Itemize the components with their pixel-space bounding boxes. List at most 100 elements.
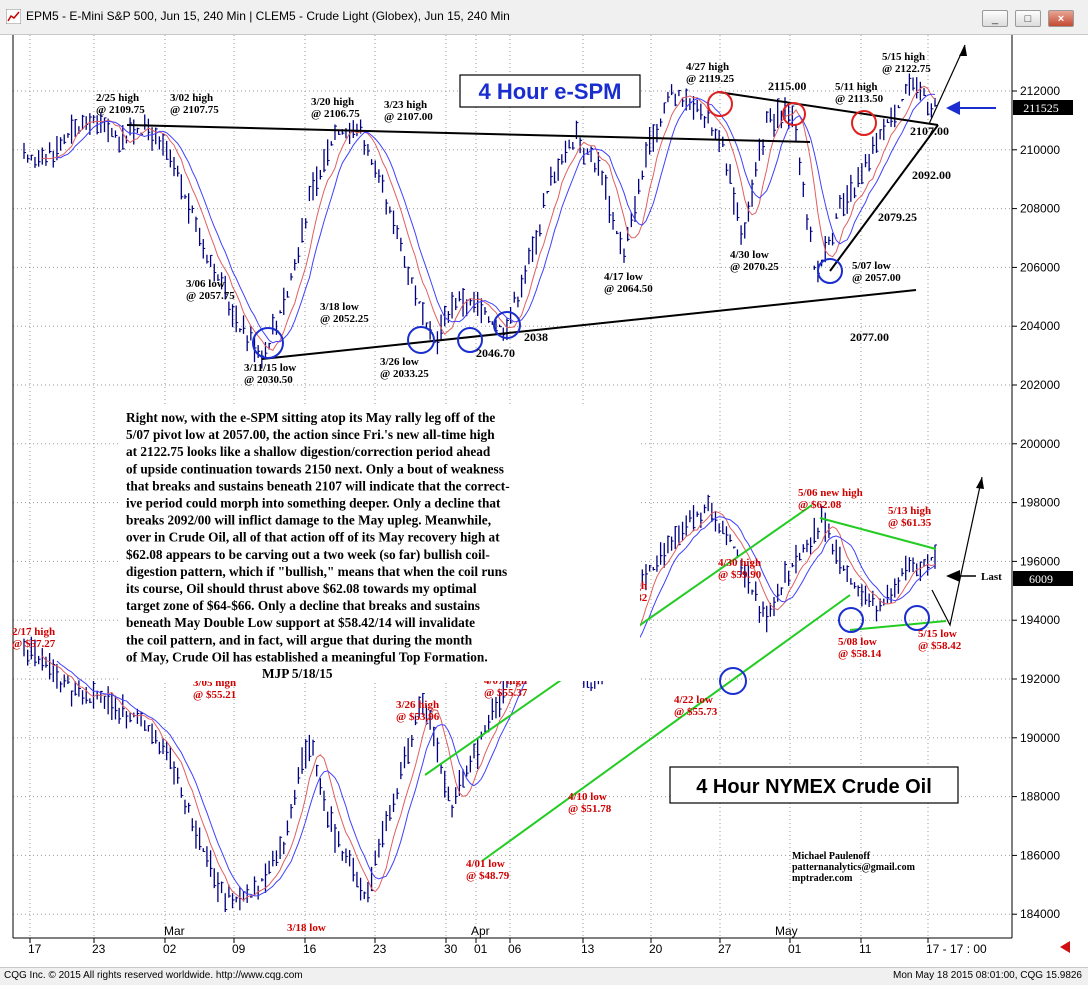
chart-area[interactable]: 212000 210000 208000 206000 204000 202000 2000… <box>0 35 1088 967</box>
spm-upper-triangle-line <box>717 91 939 126</box>
commentary-line: that breaks and sustains beneath 2107 wi… <box>126 478 510 493</box>
crude-last-price-box <box>1013 571 1073 586</box>
crude-annotation-value: @ $62.08 <box>798 499 842 511</box>
spm-last-price: 211525 <box>1023 101 1059 115</box>
pivot-circle-3-26-low <box>407 326 435 354</box>
spm-annotation-value: @ 2070.25 <box>730 261 779 273</box>
crude-annotation-value: @ $61.35 <box>888 517 932 529</box>
chart-canvas[interactable]: 212000 210000 208000 206000 204000 202000 2000… <box>0 35 1088 967</box>
spm-annotation-label: 2115.00 <box>768 79 806 93</box>
pivot-circle-5-11-high <box>851 110 877 136</box>
spm-annotation-label: 2/25 high <box>96 92 139 104</box>
x-tick-label: 02 <box>163 942 177 956</box>
crude-coil-lower-line <box>849 620 947 631</box>
spm-annotation-value: @ 2119.25 <box>686 73 735 85</box>
crude-annotation-label: 4/01 low <box>466 858 505 870</box>
spm-annotation-value: @ 2030.50 <box>244 374 293 386</box>
commentary-line: target zone of $64-$66. Only a decline t… <box>126 598 480 613</box>
x-tick-label: 23 <box>373 942 387 956</box>
y-tick-label: 212000 <box>1020 84 1060 98</box>
crude-channel-lower-line <box>481 594 851 862</box>
spm-annotation-label: 5/11 high <box>835 81 878 93</box>
spm-rally-line <box>829 124 939 272</box>
x-month-label: Mar <box>164 924 185 938</box>
x-tick-label: 20 <box>649 942 663 956</box>
crude-title-box: 4 Hour NYMEX Crude Oil <box>669 766 959 804</box>
spm-chart-title: 4 Hour e-SPM <box>478 79 621 104</box>
spm-annotation-value: @ 2107.75 <box>170 104 219 116</box>
commentary-block: Right now, with the e-SPM sitting atop i… <box>120 405 640 681</box>
spm-last-price-marker: 211525 <box>946 100 1073 115</box>
minimize-button[interactable]: _ <box>982 10 1008 27</box>
crude-annotation-value: @ $57.27 <box>12 638 56 650</box>
pivot-circles <box>252 91 930 695</box>
spm-annotation-label: 4/27 high <box>686 61 729 73</box>
credit-line: Michael Paulenoff <box>792 851 871 862</box>
spm-annotation-label: 4/30 low <box>730 249 769 261</box>
crude-projection-arrow <box>931 476 983 627</box>
x-tick-label: 30 <box>444 942 458 956</box>
spm-annotation-value: @ 2122.75 <box>882 63 931 75</box>
spm-last-arrow-icon <box>946 101 960 115</box>
copyright-text: CQG Inc. © 2015 All rights reserved worl… <box>4 970 303 981</box>
x-tick-label: 06 <box>508 942 522 956</box>
pivot-circle-2115-high <box>782 102 806 126</box>
crude-annotation-label: 4/30 high <box>718 557 761 569</box>
price-bars <box>23 73 937 913</box>
spm-annotation-label: 3/06 low <box>186 278 225 290</box>
crude-annotation-value: @ $59.90 <box>718 569 762 581</box>
y-tick-label: 190000 <box>1020 731 1060 745</box>
price-axis: 212000 210000 208000 206000 204000 202000 2000… <box>1012 84 1060 921</box>
credit-line: patternanalytics@gmail.com <box>792 862 916 873</box>
pivot-circle-5-15-low <box>904 605 930 631</box>
x-tick-label: 09 <box>232 942 246 956</box>
spm-projection-arrowhead <box>959 45 967 56</box>
crude-annotation-label: 2/17 high <box>12 626 55 638</box>
spm-annotation-label: 3/23 high <box>384 99 427 111</box>
spm-annotation-label: 3/11/15 low <box>244 362 296 374</box>
spm-annotation-value: @ 2052.25 <box>320 313 369 325</box>
pivot-circle-4-22-low <box>719 667 747 695</box>
commentary-signature: MJP 5/18/15 <box>262 666 333 681</box>
commentary-line: ive period could morph into something de… <box>126 496 501 511</box>
y-tick-label: 184000 <box>1020 907 1060 921</box>
close-button[interactable]: × <box>1048 10 1074 27</box>
spm-last-price-box <box>1013 100 1073 115</box>
spm-annotation-label: 2077.00 <box>850 330 889 344</box>
y-tick-label: 196000 <box>1020 554 1060 568</box>
crude-last-label: Last <box>981 571 1002 583</box>
x-month-label: May <box>775 924 798 938</box>
crude-annotation-label: 5/08 low <box>838 636 877 648</box>
commentary-line: at 2122.75 looks like a shallow digestio… <box>126 444 491 459</box>
y-tick-label: 188000 <box>1020 790 1060 804</box>
pivot-circle-2038-low <box>493 311 521 339</box>
y-tick-label: 202000 <box>1020 378 1060 392</box>
commentary-line: over in Crude Oil, all of that action of… <box>126 530 500 545</box>
spm-annotation-label: 2038 <box>524 330 548 344</box>
spm-projection-arrow <box>928 44 966 125</box>
crude-chart-title: 4 Hour NYMEX Crude Oil <box>696 776 932 798</box>
moving-averages <box>41 85 936 902</box>
x-tick-label: 17 <box>28 942 42 956</box>
spm-resistance-line <box>126 124 811 143</box>
y-tick-label: 208000 <box>1020 202 1060 216</box>
crude-annotation-value: @ $55.73 <box>674 706 718 718</box>
commentary-line: of May, Crude Oil has established a mean… <box>126 649 488 664</box>
maximize-button[interactable]: □ <box>1015 10 1041 27</box>
x-tick-label: 11 <box>859 942 872 956</box>
spm-annotation-label: 2092.00 <box>912 168 951 182</box>
crude-annotation-value: @ $58.42 <box>918 640 962 652</box>
pivot-circle-2046-low <box>457 327 483 353</box>
commentary-line: Right now, with the e-SPM sitting atop i… <box>126 410 495 425</box>
scroll-left-icon[interactable] <box>1060 941 1070 953</box>
pivot-circle-5-08-low <box>838 607 864 633</box>
crude-moving-average <box>56 516 936 897</box>
spm-annotation-label: 2107.00 <box>910 124 949 138</box>
x-tick-label: 27 <box>718 942 732 956</box>
pivot-circle-3-11-low <box>252 327 284 359</box>
commentary-line: breaks 2092/00 will inflict damage to th… <box>126 513 491 528</box>
author-credits: Michael Paulenoffpatternanalytics@gmail.… <box>792 851 916 884</box>
spm-annotation-value: @ 2113.50 <box>835 93 884 105</box>
crude-annotation-value: @ $48.79 <box>466 870 510 882</box>
credit-line: mptrader.com <box>792 873 853 884</box>
